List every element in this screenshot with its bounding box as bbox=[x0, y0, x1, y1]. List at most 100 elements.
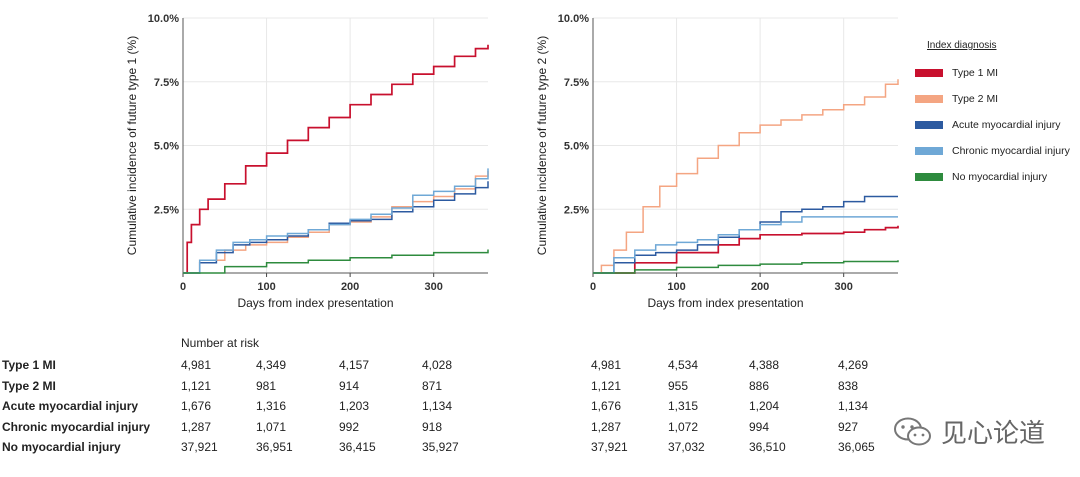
risk-cell-left: 1,676 bbox=[181, 399, 212, 413]
legend-item: Type 2 MI bbox=[915, 86, 1080, 112]
legend-item: Acute myocardial injury bbox=[915, 112, 1080, 138]
x-tick-label: 100 bbox=[667, 281, 685, 293]
risk-row: Type 2 MI 1,121 981 914 871 1,121 955 886 838 bbox=[0, 379, 900, 399]
risk-cell-right: 4,981 bbox=[591, 358, 622, 372]
risk-cell-right: 1,676 bbox=[591, 399, 622, 413]
legend-title: Index diagnosis bbox=[927, 40, 997, 51]
y-tick-label: 10.0% bbox=[148, 13, 179, 25]
risk-cell-left: 4,981 bbox=[181, 358, 212, 372]
x-tick-label: 100 bbox=[257, 281, 275, 293]
risk-cell-left: 1,287 bbox=[181, 419, 212, 434]
risk-row: Type 1 MI 4,981 4,349 4,157 4,028 4,981 4,534 4… bbox=[0, 358, 900, 378]
x-tick-label: 300 bbox=[835, 281, 853, 293]
x-tick-label: 0 bbox=[590, 281, 596, 293]
risk-cell-right: 886 bbox=[749, 378, 770, 393]
risk-cell-left: 1,203 bbox=[339, 399, 370, 413]
risk-cell-right: 838 bbox=[838, 378, 859, 393]
chart-right: 2.5% 5.0% 7.5% 10.0% 0 100 200 300 Days from ind… bbox=[535, 13, 899, 310]
legend-swatch bbox=[915, 69, 943, 77]
chart-left: 2.5% 5.0% 7.5% 10.0% 0 100 200 300 Days from ind… bbox=[125, 13, 489, 310]
risk-cell-left: 1,121 bbox=[181, 378, 212, 393]
legend-label: Type 2 MI bbox=[952, 93, 999, 105]
risk-cell-left: 914 bbox=[339, 378, 360, 393]
legend-item: Type 1 MI bbox=[915, 60, 1080, 86]
risk-row: No myocardial injury 37,921 36,951 36,415 35… bbox=[0, 440, 900, 460]
risk-row-label: Type 1 MI bbox=[2, 358, 56, 372]
risk-cell-left: 1,071 bbox=[256, 419, 287, 434]
risk-cell-right: 994 bbox=[749, 419, 770, 434]
risk-cell-right: 36,065 bbox=[838, 440, 875, 454]
risk-row-label: No myocardial injury bbox=[2, 440, 121, 454]
x-axis-label: Days from index presentation bbox=[237, 296, 393, 310]
risk-cell-right: 955 bbox=[668, 378, 689, 393]
risk-cell-right: 4,388 bbox=[749, 358, 780, 372]
series-line-type-1-mi bbox=[183, 44, 489, 274]
wechat-icon bbox=[894, 417, 931, 445]
risk-cell-right: 1,204 bbox=[749, 399, 780, 413]
risk-table-title: Number at risk bbox=[181, 336, 260, 350]
x-tick-label: 200 bbox=[751, 281, 769, 293]
legend: Index diagnosis Type 1 MI Type 2 MI Acute … bbox=[915, 40, 1080, 190]
risk-cell-right: 1,315 bbox=[668, 399, 699, 413]
legend-swatch bbox=[915, 121, 943, 129]
legend-swatch bbox=[915, 95, 943, 103]
risk-row-label: Chronic myocardial injury bbox=[2, 419, 151, 434]
risk-cell-right: 4,534 bbox=[668, 358, 699, 372]
legend-item: No myocardial injury bbox=[915, 164, 1080, 190]
risk-cell-right: 1,121 bbox=[591, 378, 622, 393]
risk-cell-left: 37,921 bbox=[181, 440, 218, 454]
risk-cell-left: 981 bbox=[256, 378, 277, 393]
y-tick-label: 2.5% bbox=[154, 204, 179, 216]
risk-row: Acute myocardial injury 1,676 1,316 1,203 1,… bbox=[0, 399, 900, 419]
risk-cell-right: 37,921 bbox=[591, 440, 628, 454]
y-tick-label: 2.5% bbox=[564, 204, 589, 216]
watermark: 见心论道 bbox=[893, 413, 1045, 450]
x-axis-label: Days from index presentation bbox=[647, 296, 803, 310]
risk-cell-left: 1,134 bbox=[422, 399, 453, 413]
risk-cell-left: 871 bbox=[422, 378, 443, 393]
risk-cell-left: 4,028 bbox=[422, 358, 453, 372]
y-axis-label: Cumulative incidence of future type 2 (%… bbox=[535, 36, 549, 255]
risk-row: Chronic myocardial injury 1,287 1,071 992 91… bbox=[0, 420, 900, 440]
risk-row-label: Type 2 MI bbox=[2, 378, 56, 393]
series-line-type-2-mi bbox=[593, 79, 899, 274]
legend-label: Acute myocardial injury bbox=[952, 119, 1061, 131]
y-tick-label: 5.0% bbox=[154, 141, 179, 153]
risk-cell-left: 36,415 bbox=[339, 440, 376, 454]
series-line-chronic-myocardial-injury bbox=[593, 216, 898, 274]
legend-label: Type 1 MI bbox=[952, 67, 999, 79]
risk-cell-right: 927 bbox=[838, 419, 859, 434]
series-line-no-myocardial-injury bbox=[183, 249, 489, 274]
risk-cell-right: 4,269 bbox=[838, 358, 869, 372]
risk-row-label: Acute myocardial injury bbox=[2, 399, 139, 413]
legend-swatch bbox=[915, 147, 943, 155]
risk-cell-left: 35,927 bbox=[422, 440, 459, 454]
risk-cell-left: 4,157 bbox=[339, 358, 370, 372]
series-line-type-1-mi bbox=[593, 225, 899, 274]
x-tick-label: 200 bbox=[341, 281, 359, 293]
legend-swatch bbox=[915, 173, 943, 181]
watermark-text: 见心论道 bbox=[941, 418, 1046, 448]
legend-item: Chronic myocardial injury bbox=[915, 138, 1080, 164]
risk-cell-left: 4,349 bbox=[256, 358, 287, 372]
risk-cell-right: 1,287 bbox=[591, 419, 622, 434]
risk-cell-right: 1,072 bbox=[668, 419, 699, 434]
y-tick-label: 7.5% bbox=[154, 77, 179, 89]
legend-label: Chronic myocardial injury bbox=[952, 145, 1070, 157]
x-tick-label: 300 bbox=[425, 281, 443, 293]
y-tick-label: 10.0% bbox=[558, 13, 589, 25]
risk-cell-right: 36,510 bbox=[749, 440, 786, 454]
y-axis-label: Cumulative incidence of future type 1 (%… bbox=[125, 36, 139, 255]
series-line-no-myocardial-injury bbox=[593, 260, 899, 274]
risk-cell-left: 992 bbox=[339, 419, 360, 434]
risk-cell-left: 36,951 bbox=[256, 440, 293, 454]
risk-cell-right: 1,134 bbox=[838, 399, 869, 413]
risk-cell-right: 37,032 bbox=[668, 440, 705, 454]
series-line-chronic-myocardial-injury bbox=[183, 168, 489, 274]
y-tick-label: 7.5% bbox=[564, 77, 589, 89]
risk-cell-left: 918 bbox=[422, 419, 443, 434]
risk-cell-left: 1,316 bbox=[256, 399, 287, 413]
y-tick-label: 5.0% bbox=[564, 141, 589, 153]
legend-label: No myocardial injury bbox=[952, 171, 1048, 183]
x-tick-label: 0 bbox=[180, 281, 186, 293]
